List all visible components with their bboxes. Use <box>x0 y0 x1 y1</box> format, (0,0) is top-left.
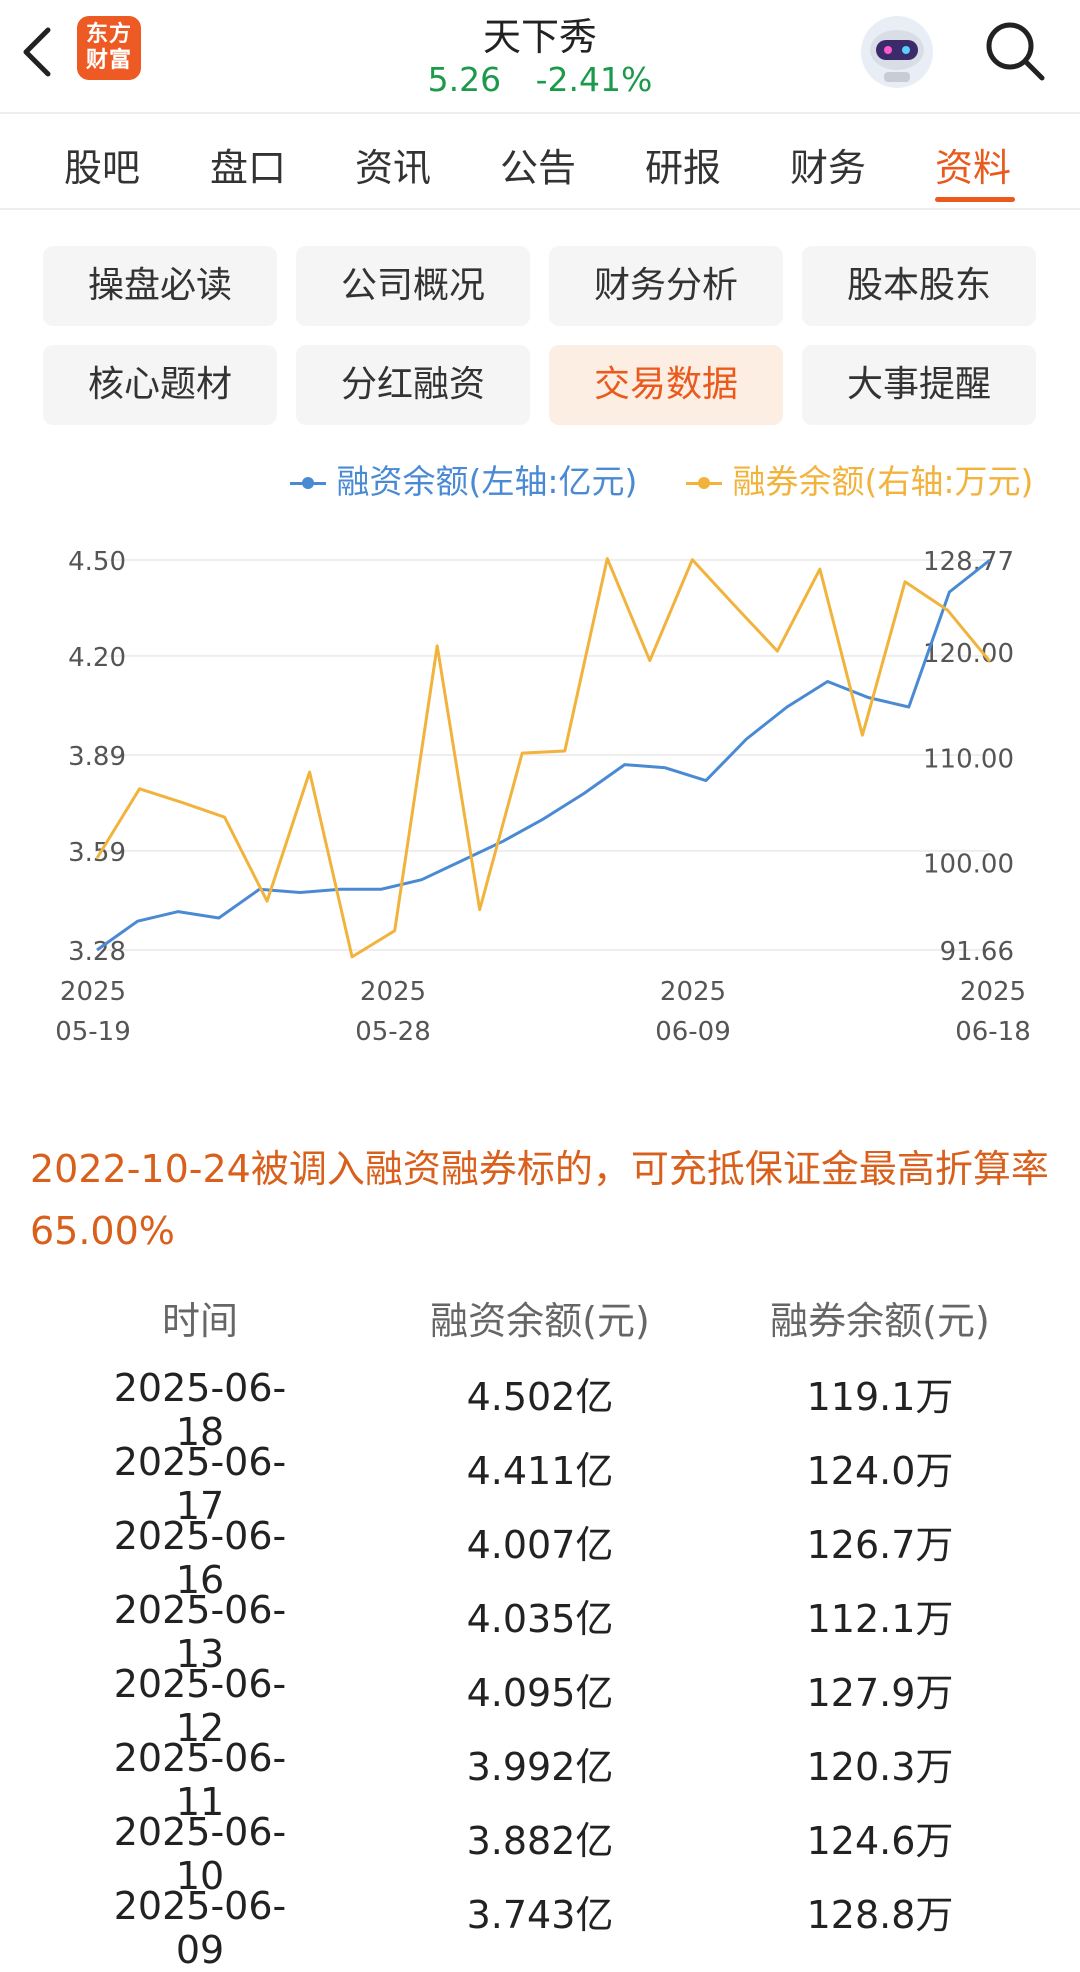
table-cell-securities: 119.1万 <box>806 1375 954 1419</box>
table-cell-date: 2025-06-09 <box>113 1884 287 1972</box>
logo-text-bottom: 财富 <box>85 48 132 73</box>
legend-securities[interactable]: 融券余额(右轴:万元) <box>686 455 1033 503</box>
table-cell-securities: 124.6万 <box>806 1819 954 1863</box>
table-cell-securities: 112.1万 <box>806 1597 954 1641</box>
tab-pankou[interactable]: 盘口 <box>210 146 287 190</box>
left-axis-tick-label: 3.28 <box>68 937 126 967</box>
legend-financing-label: 融资余额(左轴:亿元) <box>336 462 638 501</box>
chevron-left-icon[interactable] <box>18 22 58 82</box>
table-cell-financing: 4.035亿 <box>466 1597 614 1641</box>
financing-balance-line <box>96 558 991 952</box>
active-tab-indicator <box>935 197 1015 202</box>
x-axis-tick-date: 06-18 <box>955 1017 1031 1047</box>
right-axis-tick-label: 100.00 <box>923 849 1014 879</box>
btn-trading-must-read[interactable]: 操盘必读 <box>43 246 277 326</box>
table-cell-securities: 120.3万 <box>806 1745 954 1789</box>
table-cell-financing: 3.743亿 <box>466 1893 614 1937</box>
stock-change: -2.41% <box>535 60 653 99</box>
table-cell-date: 2025-06-18 <box>113 1366 287 1454</box>
left-axis-tick-label: 4.50 <box>68 547 126 577</box>
tab-guba[interactable]: 股吧 <box>64 146 141 190</box>
btn-dividends-financing[interactable]: 分红融资 <box>296 345 530 425</box>
table-cell-financing: 4.095亿 <box>466 1671 614 1715</box>
left-axis-tick-label: 4.20 <box>68 643 126 673</box>
legend-securities-label: 融券余额(右轴:万元) <box>732 462 1034 501</box>
robot-avatar-icon[interactable] <box>858 12 936 90</box>
table-cell-securities: 126.7万 <box>806 1523 954 1567</box>
table-cell-date: 2025-06-12 <box>113 1662 287 1750</box>
table-cell-securities: 128.8万 <box>806 1893 954 1937</box>
table-cell-financing: 3.992亿 <box>466 1745 614 1789</box>
x-axis-tick-date: 05-19 <box>55 1017 131 1047</box>
tab-profile[interactable]: 资料 <box>935 146 1012 190</box>
right-axis-tick-label: 128.77 <box>923 547 1014 577</box>
stock-name: 天下秀 <box>482 15 597 59</box>
col-header-securities: 融券余额(元) <box>770 1299 990 1343</box>
left-axis-tick-label: 3.59 <box>68 838 126 868</box>
stock-price: 5.26 <box>427 60 502 99</box>
btn-shareholders[interactable]: 股本股东 <box>802 246 1036 326</box>
x-axis-tick-year: 2025 <box>960 977 1026 1007</box>
table-cell-date: 2025-06-13 <box>113 1588 287 1676</box>
table-cell-financing: 4.411亿 <box>466 1449 614 1493</box>
table-cell-date: 2025-06-17 <box>113 1440 287 1528</box>
btn-major-events[interactable]: 大事提醒 <box>802 345 1036 425</box>
legend-securities-marker <box>686 477 722 489</box>
right-axis-tick-label: 120.00 <box>923 639 1014 669</box>
divider <box>0 208 1080 210</box>
eastmoney-logo[interactable]: 东方 财富 <box>77 16 141 80</box>
col-header-financing: 融资余额(元) <box>430 1299 650 1343</box>
legend-financing-marker <box>290 477 326 489</box>
table-cell-date: 2025-06-10 <box>113 1810 287 1898</box>
x-axis-tick-year: 2025 <box>60 977 126 1007</box>
main-tabs: 股吧 盘口 资讯 公告 研报 财务 资料 <box>0 113 1080 209</box>
logo-text-top: 东方 <box>85 22 132 47</box>
stock-quote: 5.26 -2.41% <box>0 60 1080 99</box>
x-axis-tick-year: 2025 <box>360 977 426 1007</box>
table-cell-securities: 124.0万 <box>806 1449 954 1493</box>
btn-core-themes[interactable]: 核心题材 <box>43 345 277 425</box>
table-cell-securities: 127.9万 <box>806 1671 954 1715</box>
divider <box>0 112 1080 114</box>
tab-announcements[interactable]: 公告 <box>500 146 577 190</box>
x-axis-tick-year: 2025 <box>660 977 726 1007</box>
right-axis-tick-label: 91.66 <box>940 937 1014 967</box>
left-axis-tick-label: 3.89 <box>68 742 126 772</box>
tab-research[interactable]: 研报 <box>645 146 722 190</box>
margin-eligibility-note: 2022-10-24被调入融资融券标的，可充抵保证金最高折算率65.00% <box>30 1147 1049 1253</box>
header-bar: 东方 财富 天下秀 5.26 -2.41% <box>0 0 1080 112</box>
table-cell-date: 2025-06-16 <box>113 1514 287 1602</box>
tab-finance[interactable]: 财务 <box>790 146 867 190</box>
tab-news[interactable]: 资讯 <box>355 146 432 190</box>
right-axis-tick-label: 110.00 <box>923 744 1014 774</box>
table-cell-date: 2025-06-11 <box>113 1736 287 1824</box>
x-axis-tick-date: 05-28 <box>355 1017 431 1047</box>
btn-company-overview[interactable]: 公司概况 <box>296 246 530 326</box>
table-cell-financing: 4.007亿 <box>466 1523 614 1567</box>
margin-trading-chart[interactable]: 4.50 4.20 3.89 3.59 3.28 128.77 120.00 110.00 10… <box>0 500 1080 1060</box>
btn-trading-data[interactable]: 交易数据 <box>549 345 783 425</box>
col-header-date: 时间 <box>161 1299 238 1343</box>
legend-financing[interactable]: 融资余额(左轴:亿元) <box>290 455 637 503</box>
table-cell-financing: 3.882亿 <box>466 1819 614 1863</box>
x-axis-tick-date: 06-09 <box>655 1017 731 1047</box>
table-cell-financing: 4.502亿 <box>466 1375 614 1419</box>
securities-balance-line <box>95 557 992 959</box>
btn-financial-analysis[interactable]: 财务分析 <box>549 246 783 326</box>
search-icon[interactable] <box>982 18 1048 84</box>
